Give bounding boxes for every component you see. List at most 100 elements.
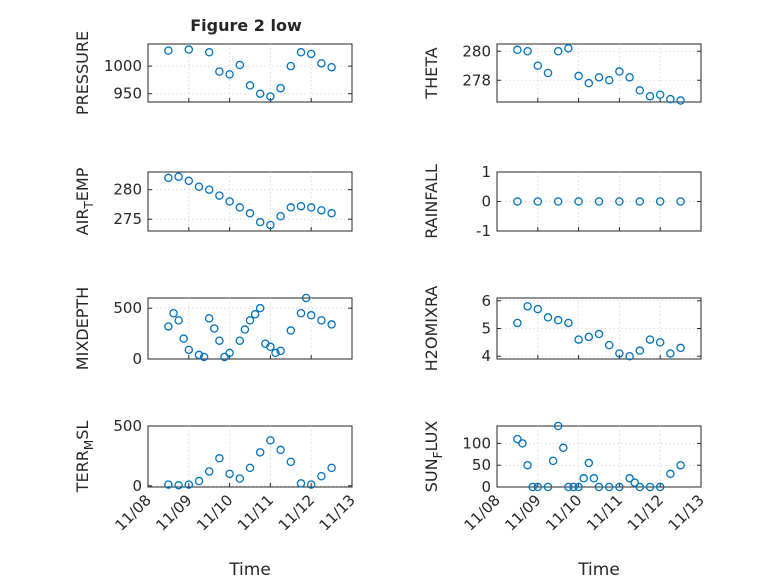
data-point [215,454,224,463]
data-point [179,334,188,343]
data-point [317,206,326,215]
data-point [594,73,604,82]
y-tick-label: 950 [113,85,142,103]
data-point [666,94,675,104]
axes-frame [496,43,702,103]
data-point [286,326,296,335]
data-point [676,460,685,470]
y-axis-label: SUNFLUX [422,421,445,493]
subplot-air: 275 280 AIRTEMP [73,167,353,235]
data-point [215,67,224,76]
data-point [266,220,275,230]
y-tick-label: -1 [476,222,491,240]
subplot-rainfall: -1 0 1 RAINFALL [422,163,702,240]
data-point [645,482,655,492]
data-point [584,458,594,468]
y-axis-label: RAINFALL [422,164,441,239]
data-point [327,463,336,473]
data-point [564,482,573,492]
data-point [676,197,685,206]
x-axis-label: Time [577,560,620,580]
y-axis-label: PRESSURE [73,31,92,115]
data-point [584,332,594,342]
figure-title: Figure 2 low [190,16,302,35]
x-tick-label: 11/12 [624,491,667,534]
y-tick-label: 280 [462,42,491,60]
data-point [184,45,194,54]
data-point [184,176,194,186]
data-point [615,349,624,358]
data-point [513,45,522,55]
y-axis-label: THETA [422,47,441,99]
data-point [574,71,583,81]
y-axis-label: TERRMSL [73,421,96,494]
y-axis-label: H2OMIXRA [422,286,441,372]
data-point [164,46,173,55]
data-point [553,47,563,56]
data-point [266,92,275,101]
data-point [589,474,599,483]
data-point [174,480,183,490]
data-point [296,48,306,57]
data-point [564,318,573,328]
data-point [625,351,634,361]
data-point [276,445,285,455]
data-point [317,316,326,325]
data-point [513,197,522,206]
data-point [543,68,553,78]
data-point [276,346,285,356]
y-tick-label: 5 [481,320,491,338]
data-point [184,480,194,489]
subplot-h2omixra: 4 5 6 H2OMIXRA [422,286,702,372]
data-point [164,173,173,183]
data-point [245,316,255,325]
y-axis-label: AIRTEMP [73,167,96,235]
data-point [306,311,316,320]
data-point [225,70,234,79]
data-point [286,203,296,212]
y-tick-label: 0 [481,193,491,211]
data-point [286,61,296,71]
axes-frame [496,171,702,232]
data-point [655,90,665,100]
x-axis-label: Time [228,560,271,580]
data-point [296,479,306,488]
data-point [301,293,311,303]
data-point [255,89,265,98]
data-point [204,314,214,323]
data-point [533,304,543,314]
data-point [164,480,173,489]
data-point [630,478,639,487]
x-tick-label: 11/11 [234,491,277,534]
x-tick-label: 11/08 [112,491,155,534]
data-point [225,348,234,358]
x-tick-label: 11/09 [501,491,544,534]
axes-frame [496,425,702,488]
data-point [553,197,563,206]
data-point [164,322,173,331]
y-tick-label: 278 [462,71,491,89]
axes-frame [147,297,353,360]
data-point [625,73,634,82]
y-tick-label: 0 [132,477,142,495]
data-point [574,482,583,492]
x-tick-label: 11/10 [193,491,236,534]
data-point [327,62,336,72]
data-point [543,482,553,492]
axes-frame [147,171,353,232]
data-point [604,76,614,85]
data-point [240,325,250,334]
data-point [215,336,224,345]
data-point [553,315,563,325]
data-point [194,350,204,360]
data-point [543,313,553,322]
data-point [250,310,260,319]
data-point [210,324,219,333]
data-point [215,191,224,200]
data-point [594,197,604,206]
data-point [184,345,194,355]
data-point [655,197,665,206]
data-point [199,352,209,362]
data-point [666,469,675,479]
data-point [317,471,326,481]
